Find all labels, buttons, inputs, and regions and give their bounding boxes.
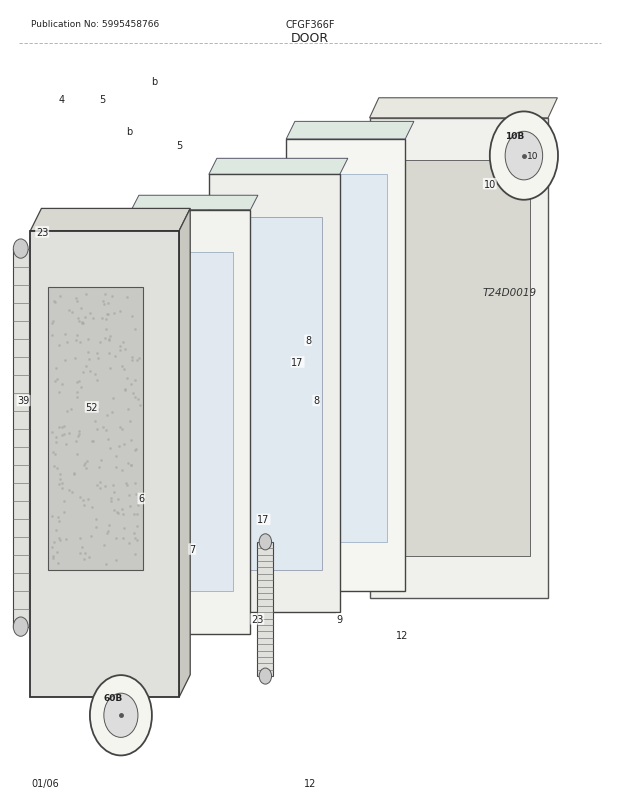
Polygon shape [12, 249, 29, 627]
Text: 12: 12 [396, 630, 408, 640]
Polygon shape [370, 99, 557, 119]
Text: 12: 12 [304, 778, 316, 788]
Polygon shape [370, 119, 548, 598]
Circle shape [13, 240, 28, 259]
Polygon shape [131, 196, 258, 210]
Text: 7: 7 [189, 545, 195, 554]
Circle shape [90, 675, 152, 755]
Text: 10: 10 [484, 180, 496, 189]
Polygon shape [393, 161, 530, 557]
Text: 10B: 10B [505, 132, 525, 141]
Text: 5: 5 [99, 95, 105, 105]
Polygon shape [286, 140, 405, 592]
Text: 39: 39 [17, 396, 30, 406]
Polygon shape [209, 175, 340, 613]
Text: 17: 17 [291, 358, 304, 367]
Polygon shape [209, 159, 348, 175]
Circle shape [259, 534, 272, 550]
Polygon shape [310, 175, 388, 542]
Polygon shape [179, 209, 190, 698]
Polygon shape [48, 288, 143, 570]
Polygon shape [30, 209, 190, 232]
Text: b: b [151, 77, 157, 87]
Polygon shape [257, 542, 273, 676]
Text: 23: 23 [251, 614, 264, 624]
Text: DOOR: DOOR [291, 32, 329, 45]
Polygon shape [149, 253, 232, 592]
Text: b: b [126, 128, 132, 137]
Text: 8: 8 [305, 336, 311, 346]
Text: Publication No: 5995458766: Publication No: 5995458766 [31, 20, 159, 29]
Text: 60B: 60B [104, 693, 123, 703]
Polygon shape [131, 210, 250, 634]
Polygon shape [30, 232, 179, 698]
Circle shape [13, 618, 28, 637]
Text: 10: 10 [527, 152, 539, 161]
Text: CFGF366F: CFGF366F [285, 20, 335, 30]
Text: 17: 17 [257, 515, 270, 525]
Circle shape [259, 668, 272, 684]
Text: 9: 9 [337, 614, 343, 624]
Text: T24D0019: T24D0019 [482, 288, 536, 298]
Polygon shape [286, 122, 414, 140]
Text: 6: 6 [138, 494, 144, 504]
Text: 8: 8 [313, 396, 319, 406]
Text: 01/06: 01/06 [31, 778, 59, 788]
Circle shape [505, 132, 542, 180]
Text: 23: 23 [36, 228, 48, 237]
Text: 52: 52 [86, 403, 98, 412]
Circle shape [490, 112, 558, 200]
Circle shape [104, 693, 138, 738]
Polygon shape [232, 217, 322, 570]
Text: 4: 4 [59, 95, 65, 105]
Text: 5: 5 [177, 141, 183, 151]
